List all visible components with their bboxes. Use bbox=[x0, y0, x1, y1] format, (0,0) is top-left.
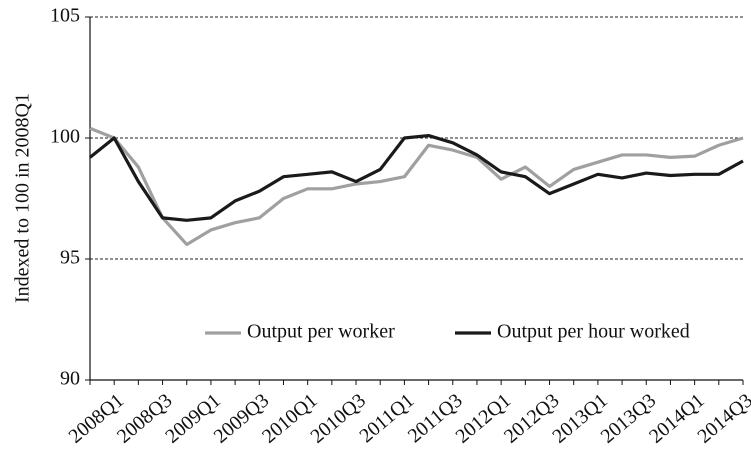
y-tick-label: 90 bbox=[60, 368, 80, 390]
x-tick-label: 2011Q1 bbox=[355, 389, 418, 447]
y-axis-label: Indexed to 100 in 2008Q1 bbox=[12, 93, 34, 303]
legend-label: Output per hour worked bbox=[497, 321, 690, 343]
series-line bbox=[89, 133, 744, 222]
x-tick-label: 2014Q3 bbox=[693, 389, 751, 447]
y-tick-label: 105 bbox=[50, 5, 80, 27]
y-tick-label: 95 bbox=[60, 247, 80, 269]
x-tick-label: 2010Q3 bbox=[306, 389, 370, 447]
legend-label: Output per worker bbox=[247, 321, 395, 343]
series-line bbox=[89, 126, 744, 247]
y-tick-label: 100 bbox=[50, 126, 80, 148]
